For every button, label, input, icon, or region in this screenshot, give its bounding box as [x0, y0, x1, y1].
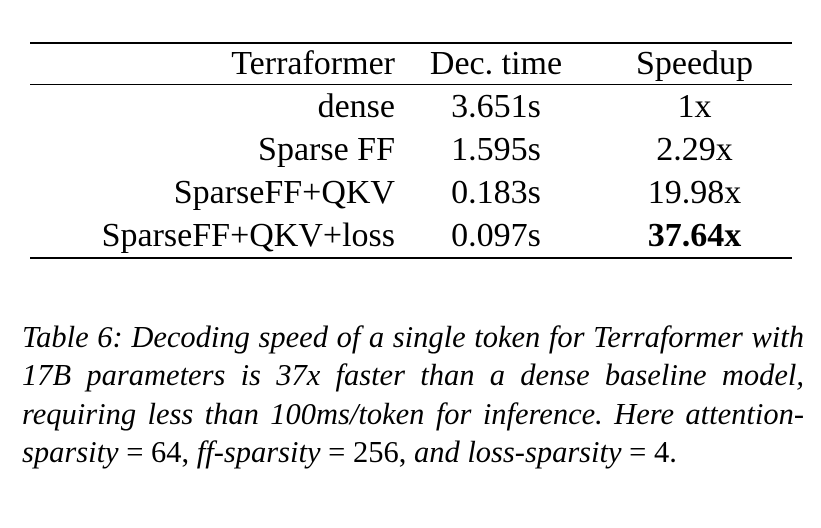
table-row: dense 3.651s 1x — [30, 85, 792, 128]
bottom-rule — [30, 257, 792, 259]
row-time: 1.595s — [451, 131, 541, 168]
caption-text: Decoding speed of a single token for Ter… — [22, 320, 804, 470]
results-table: Terraformer Dec. time Speedup dense 3.65… — [30, 42, 792, 259]
speed-table-body: dense 3.651s 1x Sparse FF 1.595s 2.29x S… — [30, 85, 792, 257]
row-time: 0.097s — [451, 217, 541, 254]
table-caption: Table 6: Decoding speed of a single toke… — [22, 318, 804, 472]
row-speedup: 19.98x — [647, 174, 742, 211]
caption-eq: = 4. — [621, 435, 677, 470]
row-model: SparseFF+QKV+loss — [101, 217, 395, 254]
row-speedup-best: 37.64x — [647, 217, 742, 254]
row-model: dense — [317, 88, 395, 125]
header-row: Terraformer Dec. time Speedup — [30, 44, 792, 84]
table-row: SparseFF+QKV 0.183s 19.98x — [30, 171, 792, 214]
caption-label: Table 6: — [22, 320, 123, 354]
header-speedup: Speedup — [635, 45, 754, 82]
row-model: SparseFF+QKV — [173, 174, 395, 211]
caption-text: and loss-sparsity — [413, 435, 622, 470]
row-time: 3.651s — [451, 88, 541, 125]
table-row: SparseFF+QKV+loss 0.097s 37.64x — [30, 214, 792, 257]
header-rule — [30, 84, 792, 85]
caption-eq: = 256, — [320, 435, 414, 470]
caption-eq: = 64, — [118, 435, 197, 470]
header-dec-time: Dec. time — [429, 45, 563, 82]
header-model: Terraformer — [231, 45, 395, 82]
speed-table: Terraformer Dec. time Speedup — [30, 44, 792, 84]
row-model: Sparse FF — [258, 131, 395, 168]
caption-text: ff-sparsity — [196, 435, 321, 470]
table-row: Sparse FF 1.595s 2.29x — [30, 128, 792, 171]
top-rule — [30, 42, 792, 44]
row-speedup: 2.29x — [656, 131, 733, 168]
row-time: 0.183s — [451, 174, 541, 211]
row-speedup: 1x — [677, 88, 712, 125]
